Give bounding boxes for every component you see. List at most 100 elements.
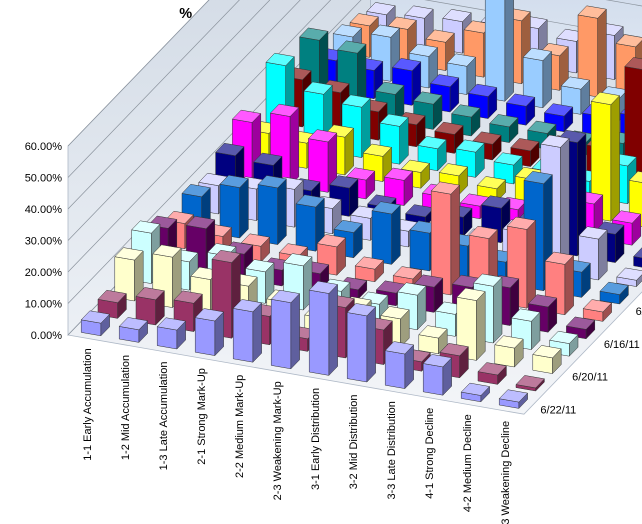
bar-top-face	[577, 5, 607, 19]
bar	[476, 176, 507, 203]
bar	[477, 362, 507, 386]
bar-front-face	[194, 317, 216, 356]
bar	[219, 174, 249, 239]
bar	[384, 341, 415, 390]
bar-top-face	[582, 299, 613, 313]
bar-top-face	[156, 317, 187, 331]
bar-top-face	[337, 40, 367, 54]
gridline	[67, 0, 271, 210]
bar-top-face	[400, 159, 431, 173]
bar-top-face	[611, 210, 642, 224]
bar-top-face	[371, 201, 401, 215]
bar	[418, 325, 448, 355]
y-tick-label: 0.00%	[31, 330, 62, 342]
bar-top-face	[505, 93, 536, 107]
category-label: 1-2 Mid Accumulation	[120, 355, 132, 460]
category-label: 4-2 Medium Decline	[462, 414, 474, 512]
bar-front-face	[308, 289, 330, 376]
bar-top-face	[522, 47, 553, 61]
category-label: 3-3 Late Distribution	[386, 401, 398, 499]
y-tick-label: 60.00%	[25, 141, 63, 153]
bar-top-face	[391, 58, 422, 72]
y-tick-label: 30.00%	[25, 236, 63, 248]
bar	[257, 175, 287, 246]
bar	[460, 382, 491, 403]
bar-top-face	[114, 247, 144, 261]
bar-top-face	[370, 24, 401, 38]
bar-side-face	[542, 50, 552, 109]
bar-side-face	[290, 292, 300, 370]
bar-top-face	[303, 81, 333, 95]
bar-top-face	[232, 299, 263, 313]
bar-top-face	[467, 83, 498, 97]
bar-top-face	[578, 226, 608, 240]
bar-side-face	[476, 290, 486, 362]
bar-top-face	[633, 247, 642, 259]
bar	[114, 247, 144, 302]
y-tick-label: 20.00%	[25, 267, 63, 279]
category-label: 3-2 Mid Distribution	[348, 395, 360, 490]
bar	[616, 267, 642, 288]
bar-top-face	[527, 294, 558, 308]
bar-top-face	[616, 267, 642, 281]
bar-top-face	[494, 335, 524, 349]
bar-top-face	[628, 171, 642, 183]
bar	[506, 216, 537, 309]
bar	[633, 247, 642, 268]
bar-top-face	[455, 139, 485, 153]
bar-top-face	[540, 134, 570, 148]
bar	[560, 76, 591, 116]
bar	[194, 308, 225, 357]
bar-top-face	[173, 290, 203, 304]
bar-side-face	[564, 254, 574, 316]
bar-top-face	[532, 345, 562, 359]
bar-top-face	[308, 280, 339, 294]
bar-top-face	[349, 13, 379, 27]
y-tick-label: 40.00%	[25, 204, 63, 216]
bar-side-face	[277, 178, 287, 246]
bar	[135, 287, 165, 326]
date-label: 6/14/11	[636, 306, 642, 318]
gridline	[67, 0, 210, 147]
bar-top-face	[354, 256, 385, 270]
bar-top-face	[468, 225, 499, 239]
category-label: 2-3 Weakening Mark-Up	[272, 381, 284, 500]
bar-front-face	[295, 203, 316, 252]
bar-top-face	[397, 282, 427, 296]
bar	[582, 299, 613, 323]
bar-front-face	[633, 256, 642, 268]
y-tick-label: 10.00%	[25, 299, 63, 311]
bar-top-face	[215, 142, 245, 156]
bar-top-face	[477, 362, 507, 376]
bar	[156, 317, 187, 350]
bar-top-face	[430, 181, 461, 195]
bar-top-face	[404, 5, 434, 19]
bar-top-face	[473, 273, 503, 287]
bar	[577, 5, 607, 98]
bar-top-face	[316, 234, 347, 248]
bar-top-face	[211, 249, 241, 263]
bar-top-face	[269, 103, 300, 117]
bar-front-face	[346, 312, 368, 383]
bar-top-face	[257, 175, 287, 189]
bar-top-face	[270, 289, 301, 303]
bar-top-face	[97, 289, 127, 303]
category-label: 1-3 Late Accumulation	[158, 362, 170, 471]
bar-top-face	[624, 57, 642, 70]
bar-top-face	[498, 389, 529, 403]
bar-top-face	[380, 306, 410, 320]
bar-front-face	[484, 0, 506, 102]
bar-top-face	[489, 114, 519, 128]
bar-top-face	[599, 281, 629, 295]
bar-side-face	[636, 274, 642, 288]
bar	[232, 299, 263, 363]
bar-side-face	[239, 177, 249, 239]
bar-top-face	[446, 53, 477, 67]
bar-top-face	[135, 287, 165, 301]
bar-front-face	[384, 350, 406, 389]
bar-top-face	[434, 121, 464, 135]
bar-top-face	[506, 216, 537, 230]
bar-top-face	[366, 2, 396, 16]
bar-top-face	[544, 251, 575, 265]
bar	[152, 244, 182, 309]
